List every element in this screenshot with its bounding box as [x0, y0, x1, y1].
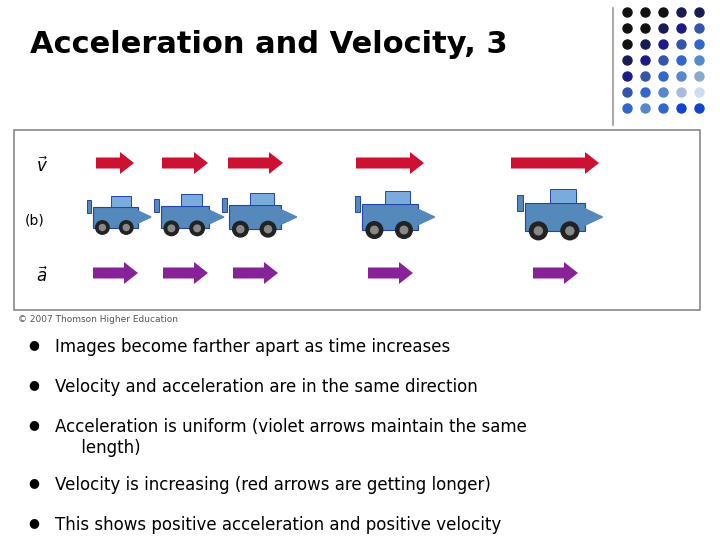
Text: This shows positive acceleration and positive velocity: This shows positive acceleration and pos…: [55, 516, 501, 534]
FancyArrow shape: [163, 262, 208, 284]
Text: $\vec{v}$: $\vec{v}$: [36, 156, 48, 176]
Circle shape: [233, 221, 248, 237]
Bar: [251, 193, 274, 205]
Circle shape: [395, 222, 413, 238]
FancyArrow shape: [93, 262, 138, 284]
Text: $\vec{a}$: $\vec{a}$: [36, 266, 48, 286]
Text: ●: ●: [28, 418, 39, 431]
Circle shape: [260, 221, 276, 237]
Bar: [229, 205, 281, 229]
Circle shape: [120, 221, 133, 234]
Bar: [355, 196, 360, 212]
Circle shape: [529, 222, 547, 240]
Bar: [92, 206, 138, 227]
Text: ●: ●: [28, 516, 39, 529]
Circle shape: [164, 221, 179, 235]
Polygon shape: [585, 208, 603, 225]
FancyArrow shape: [533, 262, 578, 284]
Bar: [181, 194, 202, 206]
Bar: [385, 191, 410, 204]
Circle shape: [371, 226, 378, 234]
Bar: [111, 196, 131, 206]
FancyArrow shape: [511, 152, 599, 174]
Text: ●: ●: [28, 378, 39, 391]
Text: ●: ●: [28, 476, 39, 489]
Text: © 2007 Thomson Higher Education: © 2007 Thomson Higher Education: [18, 315, 178, 324]
FancyArrow shape: [162, 152, 208, 174]
Circle shape: [168, 225, 175, 232]
Circle shape: [566, 227, 574, 235]
Text: Velocity is increasing (red arrows are getting longer): Velocity is increasing (red arrows are g…: [55, 476, 491, 494]
Circle shape: [96, 221, 109, 234]
Circle shape: [123, 225, 130, 231]
Bar: [526, 203, 585, 231]
Bar: [161, 206, 210, 228]
Bar: [222, 198, 228, 212]
Polygon shape: [210, 210, 224, 224]
Polygon shape: [138, 211, 151, 224]
Text: Acceleration is uniform (violet arrows maintain the same
     length): Acceleration is uniform (violet arrows m…: [55, 418, 527, 457]
FancyArrow shape: [368, 262, 413, 284]
Text: (b): (b): [25, 213, 45, 227]
Circle shape: [534, 227, 542, 235]
Circle shape: [99, 225, 105, 231]
Circle shape: [190, 221, 204, 235]
Text: ●: ●: [28, 338, 39, 351]
Bar: [154, 199, 159, 212]
FancyArrow shape: [228, 152, 283, 174]
Bar: [14, 130, 700, 310]
Circle shape: [194, 225, 200, 232]
FancyArrow shape: [96, 152, 134, 174]
Bar: [518, 195, 523, 212]
Bar: [549, 190, 577, 203]
Circle shape: [264, 226, 271, 233]
FancyArrow shape: [233, 262, 278, 284]
Circle shape: [366, 222, 383, 238]
Bar: [86, 200, 91, 213]
Text: Acceleration and Velocity, 3: Acceleration and Velocity, 3: [30, 30, 508, 59]
Circle shape: [237, 226, 244, 233]
Polygon shape: [281, 210, 297, 224]
FancyArrow shape: [356, 152, 424, 174]
Circle shape: [561, 222, 579, 240]
Text: Images become farther apart as time increases: Images become farther apart as time incr…: [55, 338, 450, 356]
Polygon shape: [418, 209, 435, 225]
Circle shape: [400, 226, 408, 234]
Bar: [362, 204, 418, 230]
Text: Velocity and acceleration are in the same direction: Velocity and acceleration are in the sam…: [55, 378, 478, 396]
